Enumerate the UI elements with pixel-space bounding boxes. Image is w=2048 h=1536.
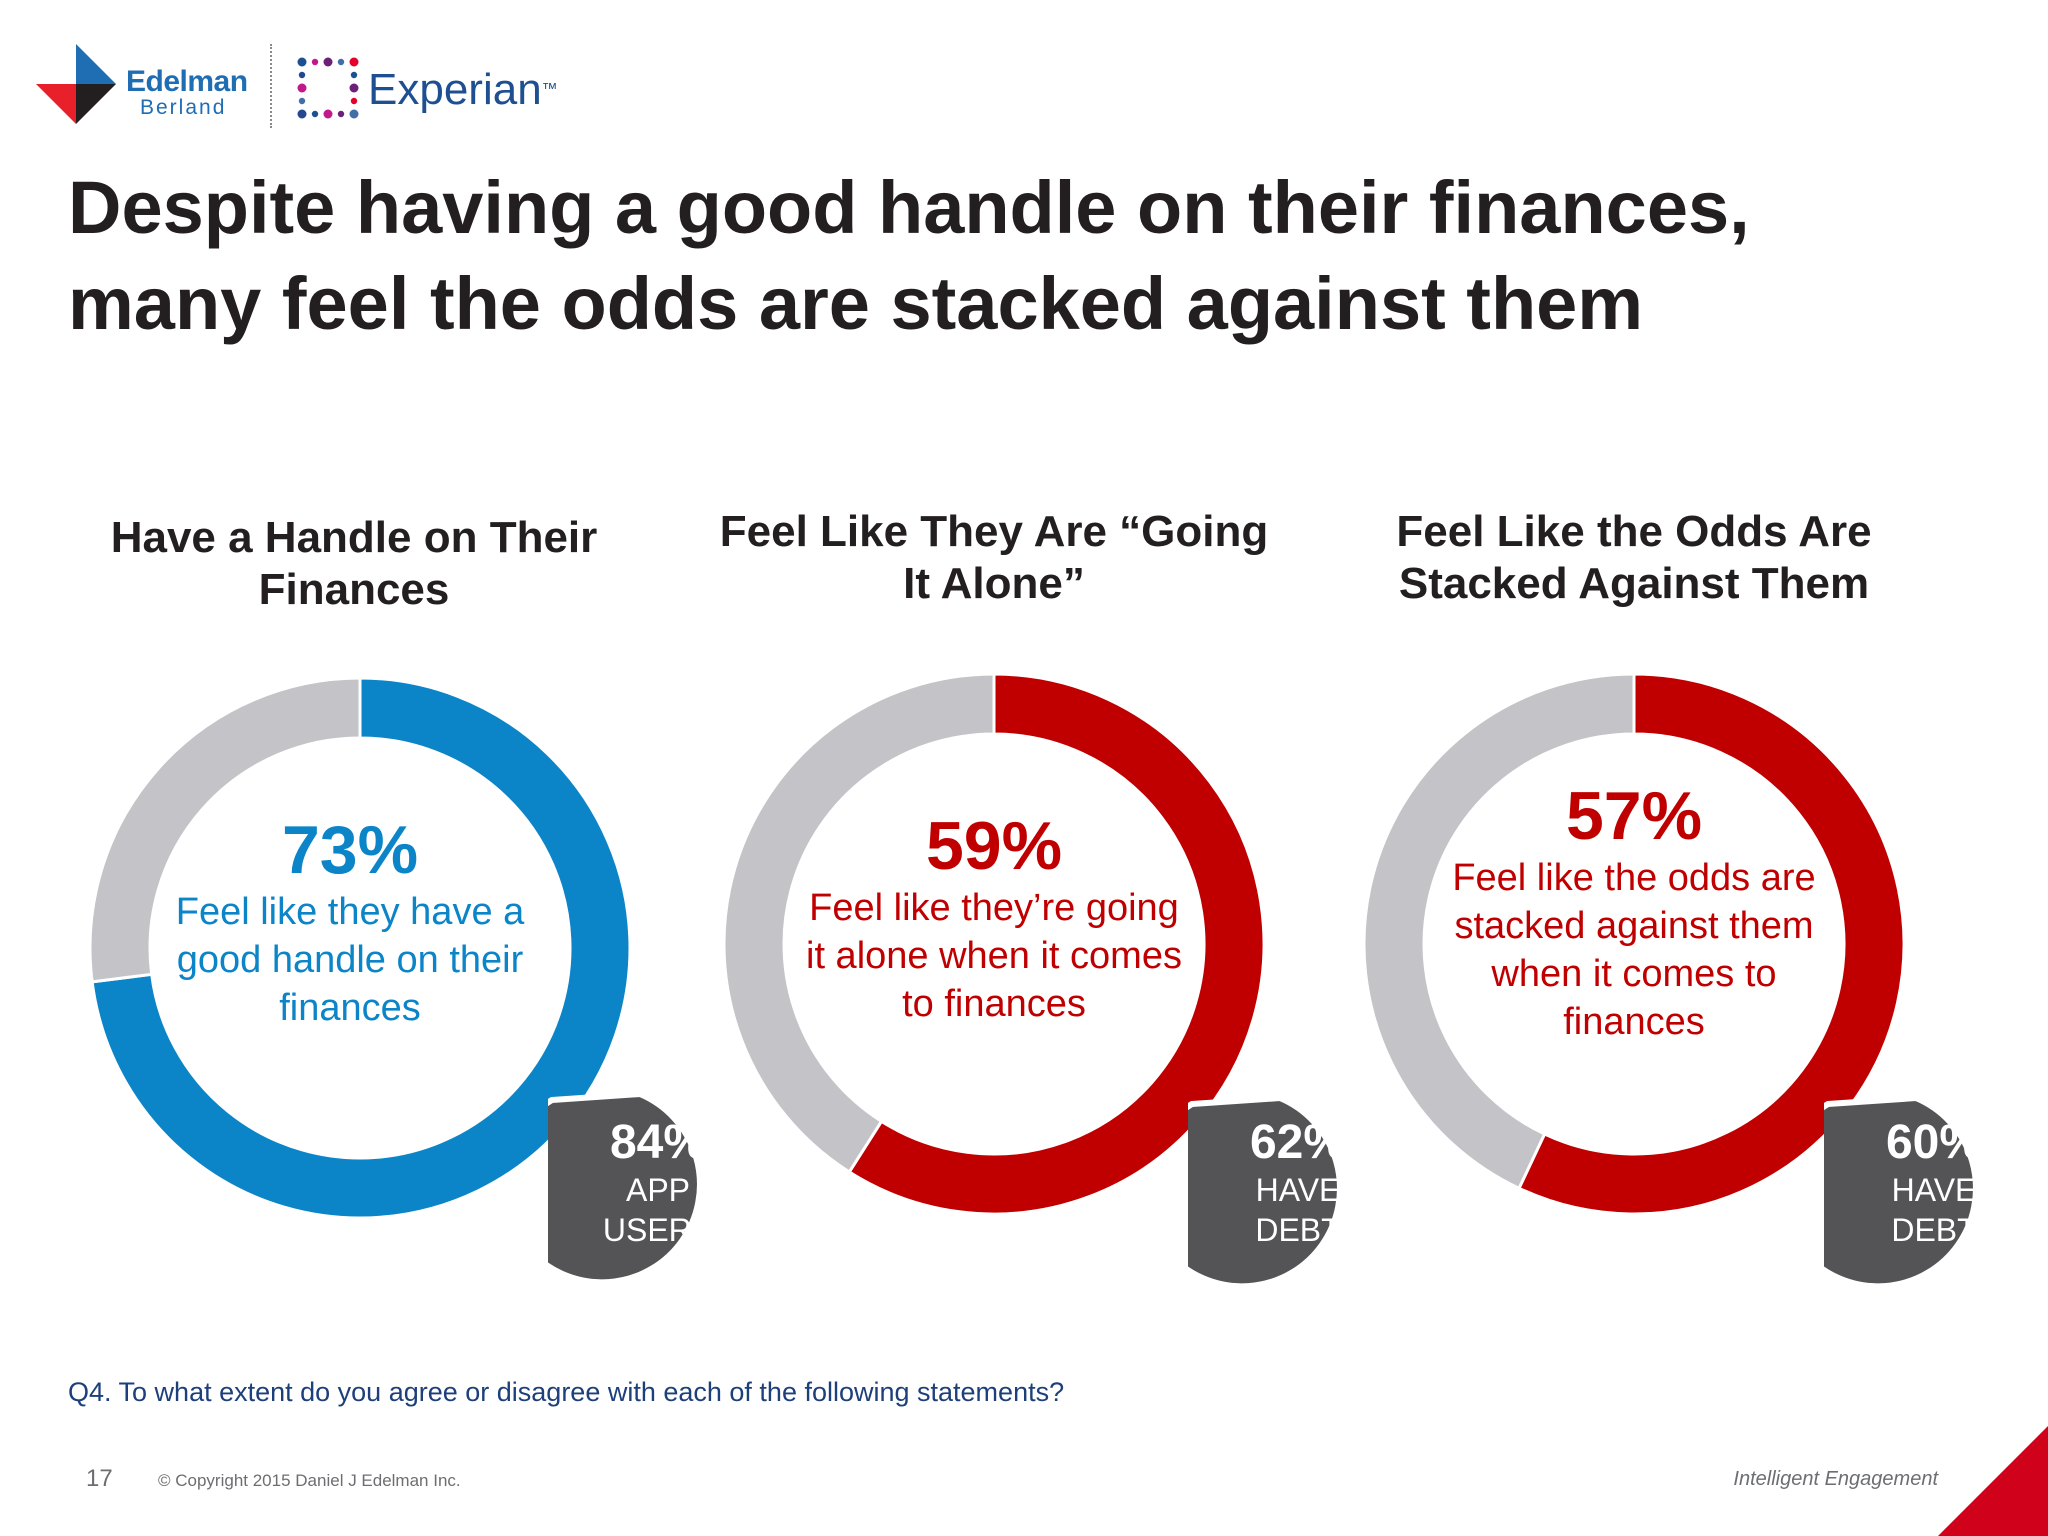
badge-1-drop-icon: [548, 1090, 703, 1286]
badge-2-value: 62%: [1249, 1116, 1347, 1169]
badge-3-line2: DEBT: [1891, 1212, 1977, 1248]
badge-2-line2: DEBT: [1255, 1212, 1341, 1248]
badge-3-drop-icon: [1824, 1094, 1979, 1290]
logo-area: Edelman Berland Experian™: [36, 40, 558, 140]
page-number: 17: [86, 1465, 113, 1492]
berland-logo-text: Berland: [140, 96, 227, 119]
badge-2-drop-icon: [1188, 1094, 1343, 1290]
donut-chart-2: [722, 672, 1266, 1216]
donut-chart-3: [1362, 672, 1906, 1216]
badge-3-text: 60% HAVE DEBT: [1824, 1116, 2044, 1250]
chart-2-center: 59% Feel like they’re going it alone whe…: [804, 808, 1184, 1028]
tagline: Intelligent Engagement: [1733, 1468, 1938, 1490]
corner-triangle-icon: [1938, 1426, 2048, 1536]
chart-1-value-label: 73%: [281, 812, 419, 888]
badge-2-line1: HAVE: [1255, 1172, 1341, 1208]
chart-1-badge: 84% APP USERS: [548, 1072, 768, 1292]
survey-question: Q4. To what extent do you agree or disag…: [68, 1377, 1065, 1407]
chart-1-center: 73% Feel like they have a good handle on…: [160, 812, 540, 1032]
badge-1-line2: USERS: [602, 1212, 714, 1248]
chart-3-center: 57% Feel like the odds are stacked again…: [1444, 778, 1824, 1046]
badge-1-text: 84% APP USERS: [548, 1116, 768, 1250]
chart-2-description: Feel like they’re going it alone when it…: [806, 887, 1182, 1025]
badge-3-line1: HAVE: [1891, 1172, 1977, 1208]
chart-2-badge: 62% HAVE DEBT: [1188, 1076, 1408, 1296]
donut-2-segment-value: [847, 672, 1266, 1216]
logo-divider: [270, 44, 272, 128]
chart-3-title: Feel Like the Odds Are Stacked Against T…: [1396, 507, 1872, 608]
edelman-logo-text: Edelman: [126, 65, 248, 98]
donut-1-segment-rest: [88, 676, 362, 984]
copyright-notice: © Copyright 2015 Daniel J Edelman Inc.: [158, 1471, 461, 1490]
chart-3-value-label: 57%: [1565, 778, 1703, 854]
badge-1-line1: APP: [625, 1172, 691, 1208]
badge-2-text: 62% HAVE DEBT: [1188, 1116, 1408, 1250]
chart-1-description: Feel like they have a good handle on the…: [175, 891, 525, 1029]
donut-1-segment-value: [90, 676, 632, 1220]
chart-2-title: Feel Like They Are “Going It Alone”: [719, 507, 1269, 608]
page-title: Despite having a good handle on their fi…: [68, 166, 1750, 345]
chart-3-badge: 60% HAVE DEBT: [1824, 1076, 2044, 1296]
chart-2-value-label: 59%: [925, 808, 1063, 884]
donut-2-segment-rest: [722, 672, 996, 1175]
chart-3-description: Feel like the odds are stacked against t…: [1452, 857, 1816, 1043]
chart-1-title: Have a Handle on Their Finances: [110, 513, 598, 614]
badge-1-value: 84%: [609, 1116, 707, 1169]
edelman-logo-icon: [36, 44, 116, 124]
donut-chart-1: [88, 676, 632, 1220]
badge-3-value: 60%: [1885, 1116, 1983, 1169]
experian-logo-text: Experian™: [368, 65, 558, 114]
experian-dots-icon: [297, 57, 359, 119]
donut-3-segment-rest: [1362, 672, 1636, 1191]
donut-3-segment-value: [1517, 672, 1906, 1216]
